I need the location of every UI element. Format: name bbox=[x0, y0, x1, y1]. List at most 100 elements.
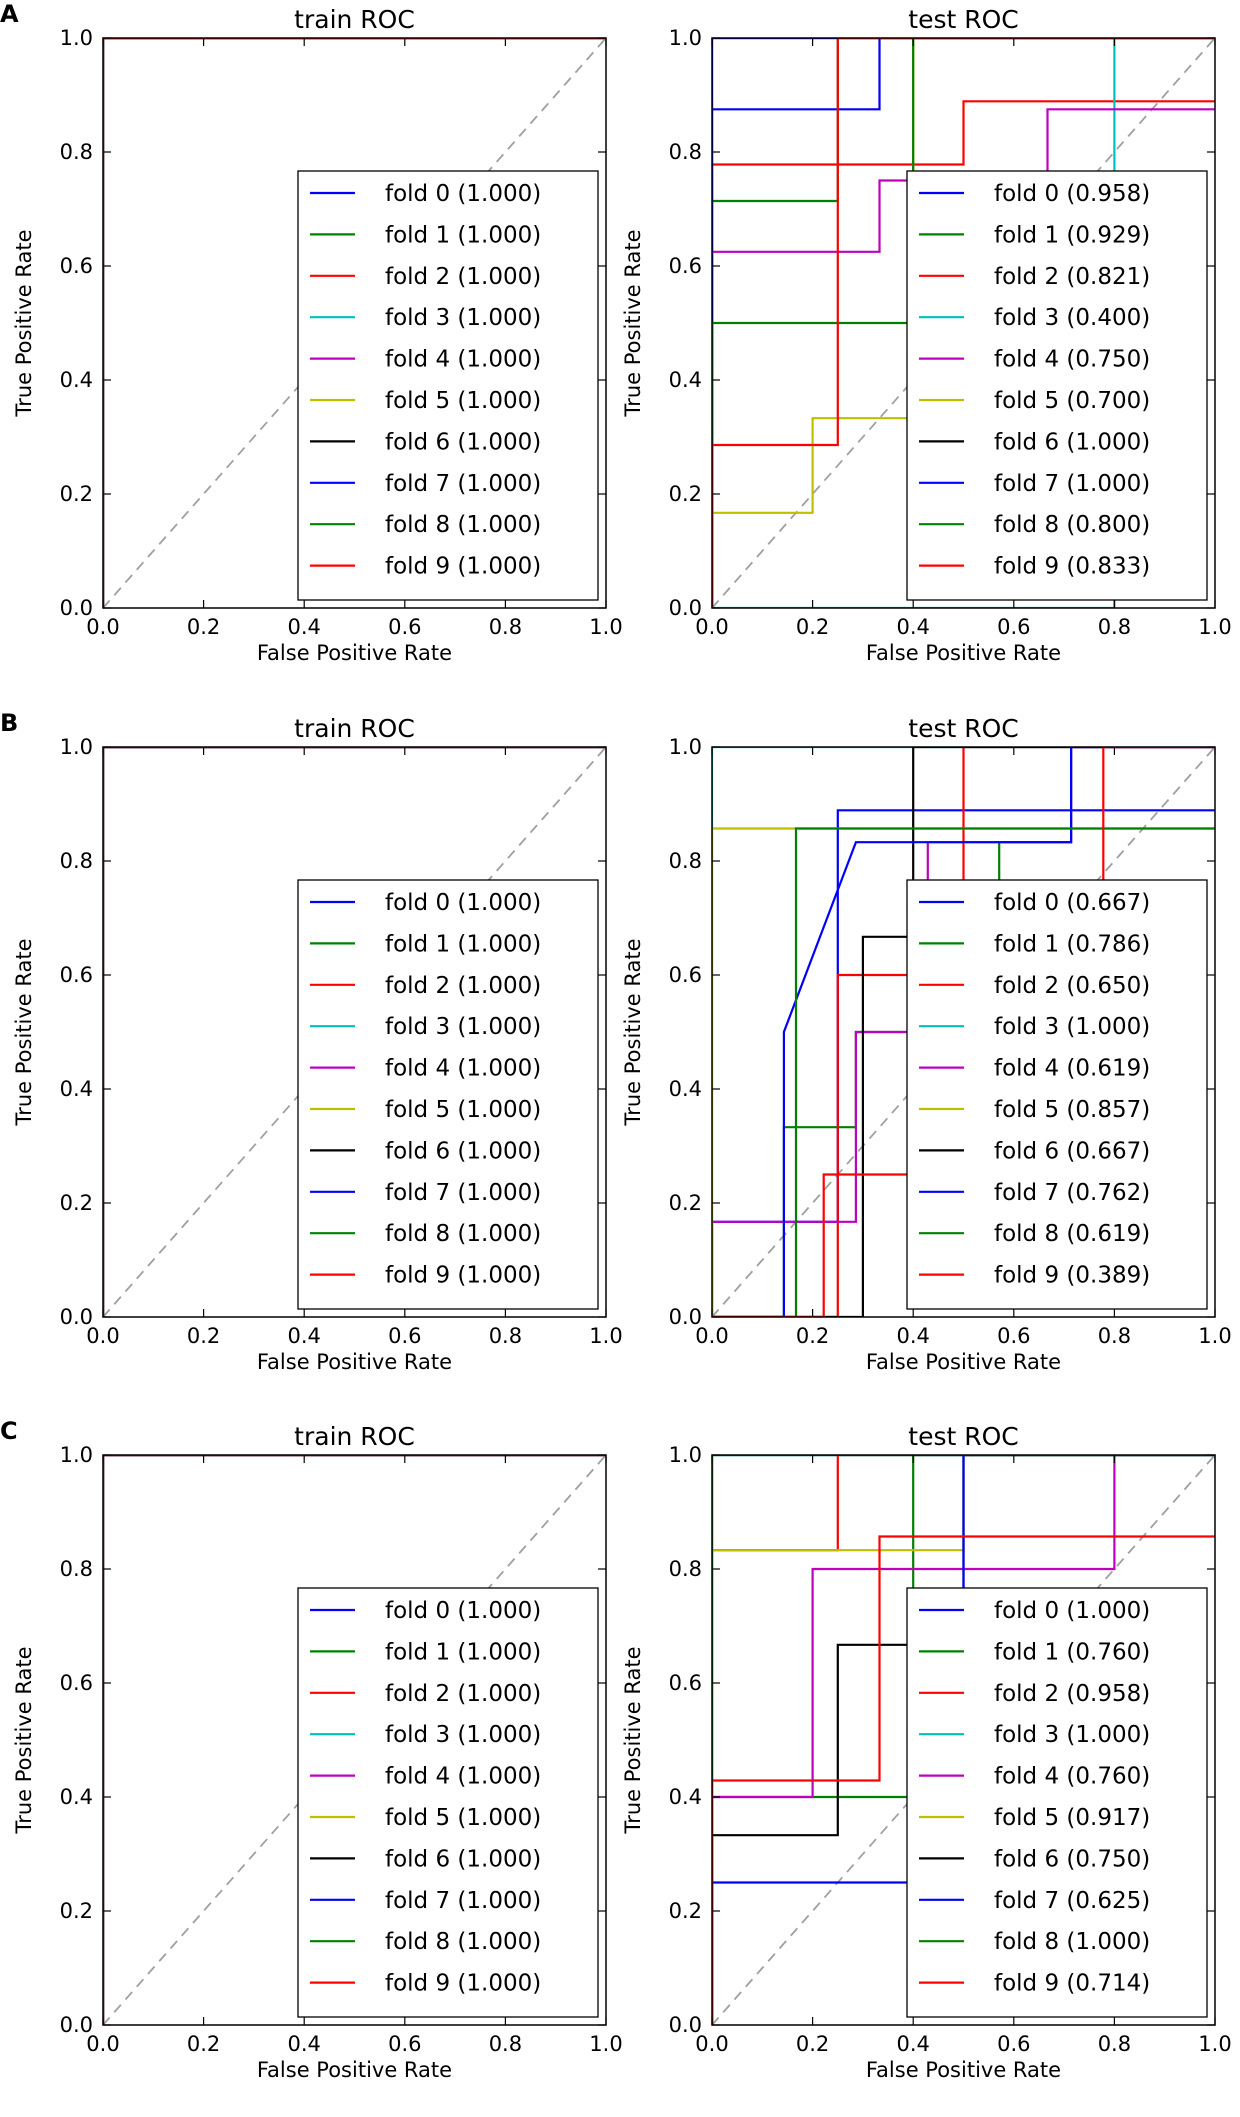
y-tick-label: 0.8 bbox=[669, 1557, 702, 1581]
legend-label-fold-7: fold 7 (1.000) bbox=[385, 1888, 541, 1914]
x-tick-label: 0.0 bbox=[86, 1324, 119, 1348]
y-tick-label: 0.4 bbox=[60, 368, 93, 392]
y-tick-label: 0.0 bbox=[669, 1305, 702, 1329]
x-tick-label: 0.0 bbox=[695, 615, 728, 639]
legend-label-fold-5: fold 5 (0.917) bbox=[994, 1805, 1150, 1831]
legend-label-fold-5: fold 5 (0.700) bbox=[994, 388, 1150, 414]
x-tick-label: 0.0 bbox=[86, 615, 119, 639]
legend: fold 0 (0.958) fold 1 (0.929) fold 2 (0.82… bbox=[906, 170, 1208, 601]
roc-curve-fold-9 bbox=[712, 38, 1215, 608]
x-tick-label: 0.2 bbox=[796, 615, 829, 639]
legend-label-fold-9: fold 9 (1.000) bbox=[385, 1263, 541, 1289]
y-tick-label: 0.8 bbox=[669, 849, 702, 873]
roc-curve-fold-2 bbox=[712, 100, 1215, 608]
legend-label-fold-3: fold 3 (1.000) bbox=[385, 1014, 541, 1040]
axes-frame bbox=[711, 746, 1216, 1318]
chart-title: train ROC bbox=[294, 1422, 415, 1451]
axes-frame bbox=[102, 1454, 607, 2026]
x-tick-label: 0.2 bbox=[796, 2032, 829, 2056]
panel-label-c: C bbox=[0, 1417, 18, 1445]
x-tick-label: 0.2 bbox=[187, 2032, 220, 2056]
y-tick-label: 1.0 bbox=[669, 26, 702, 50]
legend-label-fold-1: fold 1 (0.786) bbox=[994, 931, 1150, 957]
roc-curve-fold-2 bbox=[712, 747, 1215, 1317]
x-tick-label: 0.4 bbox=[287, 2032, 320, 2056]
y-tick-label: 0.4 bbox=[669, 1785, 702, 1809]
axes-frame bbox=[102, 37, 607, 609]
legend-label-fold-0: fold 0 (1.000) bbox=[385, 890, 541, 916]
legend-box bbox=[906, 1587, 1208, 2018]
legend-label-fold-8: fold 8 (0.800) bbox=[994, 512, 1150, 538]
x-tick-label: 1.0 bbox=[589, 615, 622, 639]
legend-label-fold-3: fold 3 (1.000) bbox=[994, 1722, 1150, 1748]
x-tick-label: 0.2 bbox=[796, 1324, 829, 1348]
x-axis-label: False Positive Rate bbox=[866, 2058, 1061, 2082]
x-tick-label: 0.0 bbox=[695, 1324, 728, 1348]
chart-title: test ROC bbox=[908, 5, 1018, 34]
legend-label-fold-6: fold 6 (0.667) bbox=[994, 1138, 1150, 1164]
y-axis-label: True Positive Rate bbox=[621, 938, 645, 1126]
legend-label-fold-1: fold 1 (1.000) bbox=[385, 222, 541, 248]
x-tick-label: 0.6 bbox=[997, 615, 1030, 639]
y-tick-label: 0.6 bbox=[60, 1671, 93, 1695]
legend-label-fold-2: fold 2 (0.958) bbox=[994, 1681, 1150, 1707]
legend-label-fold-2: fold 2 (0.821) bbox=[994, 264, 1150, 290]
legend-label-fold-4: fold 4 (0.750) bbox=[994, 347, 1150, 373]
roc-chart-c-train: 0.00.0 0.2 0.2 0.4 0.4 0.6 0.6 0.8 0.8 1.0 1.0 trai… bbox=[12, 1422, 623, 2082]
x-tick-label: 1.0 bbox=[1198, 615, 1231, 639]
legend-label-fold-4: fold 4 (1.000) bbox=[385, 1764, 541, 1790]
legend-label-fold-3: fold 3 (0.400) bbox=[994, 305, 1150, 331]
legend-label-fold-0: fold 0 (0.667) bbox=[994, 890, 1150, 916]
x-tick-label: 0.4 bbox=[287, 1324, 320, 1348]
y-tick-label: 0.2 bbox=[60, 1899, 93, 1923]
legend-label-fold-4: fold 4 (0.619) bbox=[994, 1056, 1150, 1082]
roc-curve-fold-7 bbox=[712, 747, 1215, 1317]
x-tick-label: 1.0 bbox=[1198, 2032, 1231, 2056]
legend: fold 0 (1.000) fold 1 (1.000) fold 2 (1.00… bbox=[297, 879, 599, 1310]
x-tick-label: 0.8 bbox=[1098, 2032, 1131, 2056]
roc-curve-fold-4 bbox=[712, 1455, 1215, 2025]
y-tick-label: 0.6 bbox=[60, 254, 93, 278]
legend-label-fold-9: fold 9 (1.000) bbox=[385, 554, 541, 580]
legend-label-fold-6: fold 6 (1.000) bbox=[994, 429, 1150, 455]
legend-label-fold-9: fold 9 (0.714) bbox=[994, 1971, 1150, 1997]
legend-label-fold-7: fold 7 (1.000) bbox=[994, 471, 1150, 497]
chart-title: test ROC bbox=[908, 1422, 1018, 1451]
y-axis-label: True Positive Rate bbox=[12, 1646, 36, 1834]
legend-label-fold-6: fold 6 (1.000) bbox=[385, 1138, 541, 1164]
y-axis-label: True Positive Rate bbox=[621, 229, 645, 417]
x-tick-label: 1.0 bbox=[1198, 1324, 1231, 1348]
y-tick-label: 0.8 bbox=[60, 849, 93, 873]
roc-chart-b-train: 0.00.0 0.2 0.2 0.4 0.4 0.6 0.6 0.8 0.8 1.0 1.0 trai… bbox=[12, 714, 623, 1374]
x-tick-label: 0.2 bbox=[187, 615, 220, 639]
y-tick-label: 1.0 bbox=[669, 735, 702, 759]
legend-label-fold-0: fold 0 (1.000) bbox=[385, 1598, 541, 1624]
x-tick-label: 0.8 bbox=[1098, 615, 1131, 639]
legend-label-fold-3: fold 3 (1.000) bbox=[385, 1722, 541, 1748]
legend-label-fold-3: fold 3 (1.000) bbox=[385, 305, 541, 331]
legend-label-fold-7: fold 7 (1.000) bbox=[385, 471, 541, 497]
legend-box bbox=[297, 170, 599, 601]
legend-label-fold-7: fold 7 (1.000) bbox=[385, 1180, 541, 1206]
roc-curve-fold-0 bbox=[712, 38, 1215, 608]
axes-frame bbox=[711, 37, 1216, 609]
x-tick-label: 0.4 bbox=[896, 615, 929, 639]
x-tick-label: 0.8 bbox=[489, 2032, 522, 2056]
chart-title: test ROC bbox=[908, 714, 1018, 743]
y-tick-label: 0.0 bbox=[60, 2013, 93, 2037]
legend-label-fold-4: fold 4 (1.000) bbox=[385, 347, 541, 373]
chart-title: train ROC bbox=[294, 5, 415, 34]
y-tick-label: 0.6 bbox=[669, 1671, 702, 1695]
roc-curve-fold-6 bbox=[712, 747, 1215, 1317]
x-tick-label: 1.0 bbox=[589, 1324, 622, 1348]
y-tick-label: 0.0 bbox=[60, 1305, 93, 1329]
x-tick-label: 0.6 bbox=[388, 615, 421, 639]
y-tick-label: 0.2 bbox=[669, 1899, 702, 1923]
legend-label-fold-6: fold 6 (1.000) bbox=[385, 1846, 541, 1872]
roc-chart-c-test: 0.00.0 0.2 0.2 0.4 0.4 0.6 0.6 0.8 0.8 1.0 1.0 test… bbox=[621, 1422, 1232, 2082]
y-tick-label: 0.4 bbox=[669, 368, 702, 392]
legend-box bbox=[297, 1587, 599, 2018]
x-axis-label: False Positive Rate bbox=[866, 1350, 1061, 1374]
roc-chart-a-train: 0.00.0 0.2 0.2 0.4 0.4 0.6 0.6 0.8 0.8 1.0 1.0 trai… bbox=[12, 5, 623, 665]
